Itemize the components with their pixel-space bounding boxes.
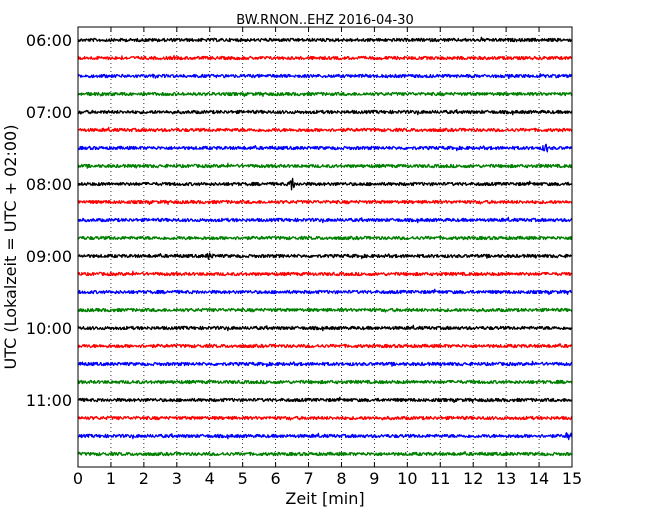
x-tick-label: 8	[336, 469, 346, 488]
x-tick-label: 0	[73, 469, 83, 488]
trace-11:45	[77, 450, 573, 457]
y-tick-label: 11:00	[26, 391, 72, 410]
x-tick-label: 11	[430, 469, 450, 488]
trace-10:00	[77, 324, 573, 332]
trace-06:00	[77, 36, 573, 43]
trace-06:15	[77, 54, 573, 61]
trace-10:15	[77, 342, 573, 349]
y-tick-label: 06:00	[26, 31, 72, 50]
trace-09:30	[77, 288, 573, 296]
x-tick-label: 12	[463, 469, 483, 488]
plot-frame	[77, 26, 573, 468]
x-tick-label: 7	[303, 469, 313, 488]
x-tick-label: 4	[205, 469, 215, 488]
y-axis-ticks: 06:00 07:00 08:00 09:00 10:00 11:00	[26, 31, 572, 410]
trace-08:00	[77, 177, 573, 191]
x-tick-label: 6	[271, 469, 281, 488]
trace-10:45	[77, 379, 573, 385]
trace-10:30	[77, 360, 573, 368]
seismogram-traces	[77, 36, 573, 457]
x-axis-ticks: 0 1 2 3 4 5 6 7 8 9 10 11 12 13 14 15	[73, 27, 582, 488]
x-tick-label: 14	[529, 469, 549, 488]
trace-07:30	[77, 143, 573, 153]
trace-08:45	[77, 235, 573, 241]
chart-title: BW.RNON..EHZ 2016-04-30	[236, 13, 414, 28]
y-tick-label: 07:00	[26, 103, 72, 122]
vertical-grid	[110, 27, 540, 467]
x-tick-label: 5	[238, 469, 248, 488]
trace-08:30	[77, 216, 573, 224]
trace-09:15	[77, 270, 573, 277]
x-tick-label: 9	[369, 469, 379, 488]
trace-07:00	[77, 109, 573, 116]
trace-08:15	[77, 199, 573, 206]
trace-06:30	[77, 72, 573, 80]
trace-07:15	[77, 126, 573, 133]
trace-07:45	[77, 162, 573, 169]
x-tick-label: 13	[496, 469, 516, 488]
x-tick-label: 10	[397, 469, 417, 488]
trace-06:45	[77, 91, 573, 98]
trace-11:15	[77, 415, 573, 421]
trace-09:00	[77, 252, 573, 260]
y-tick-label: 09:00	[26, 247, 72, 266]
x-tick-label: 15	[562, 469, 582, 488]
x-tick-label: 1	[106, 469, 116, 488]
trace-11:00	[77, 396, 573, 404]
x-tick-label: 3	[172, 469, 182, 488]
trace-09:45	[77, 307, 573, 313]
y-axis-label: UTC (Lokalzeit = UTC + 02:00)	[1, 125, 20, 370]
trace-11:30	[77, 432, 573, 441]
y-tick-label: 08:00	[26, 175, 72, 194]
y-tick-label: 10:00	[26, 319, 72, 338]
x-tick-label: 2	[139, 469, 149, 488]
x-axis-label: Zeit [min]	[285, 489, 364, 508]
